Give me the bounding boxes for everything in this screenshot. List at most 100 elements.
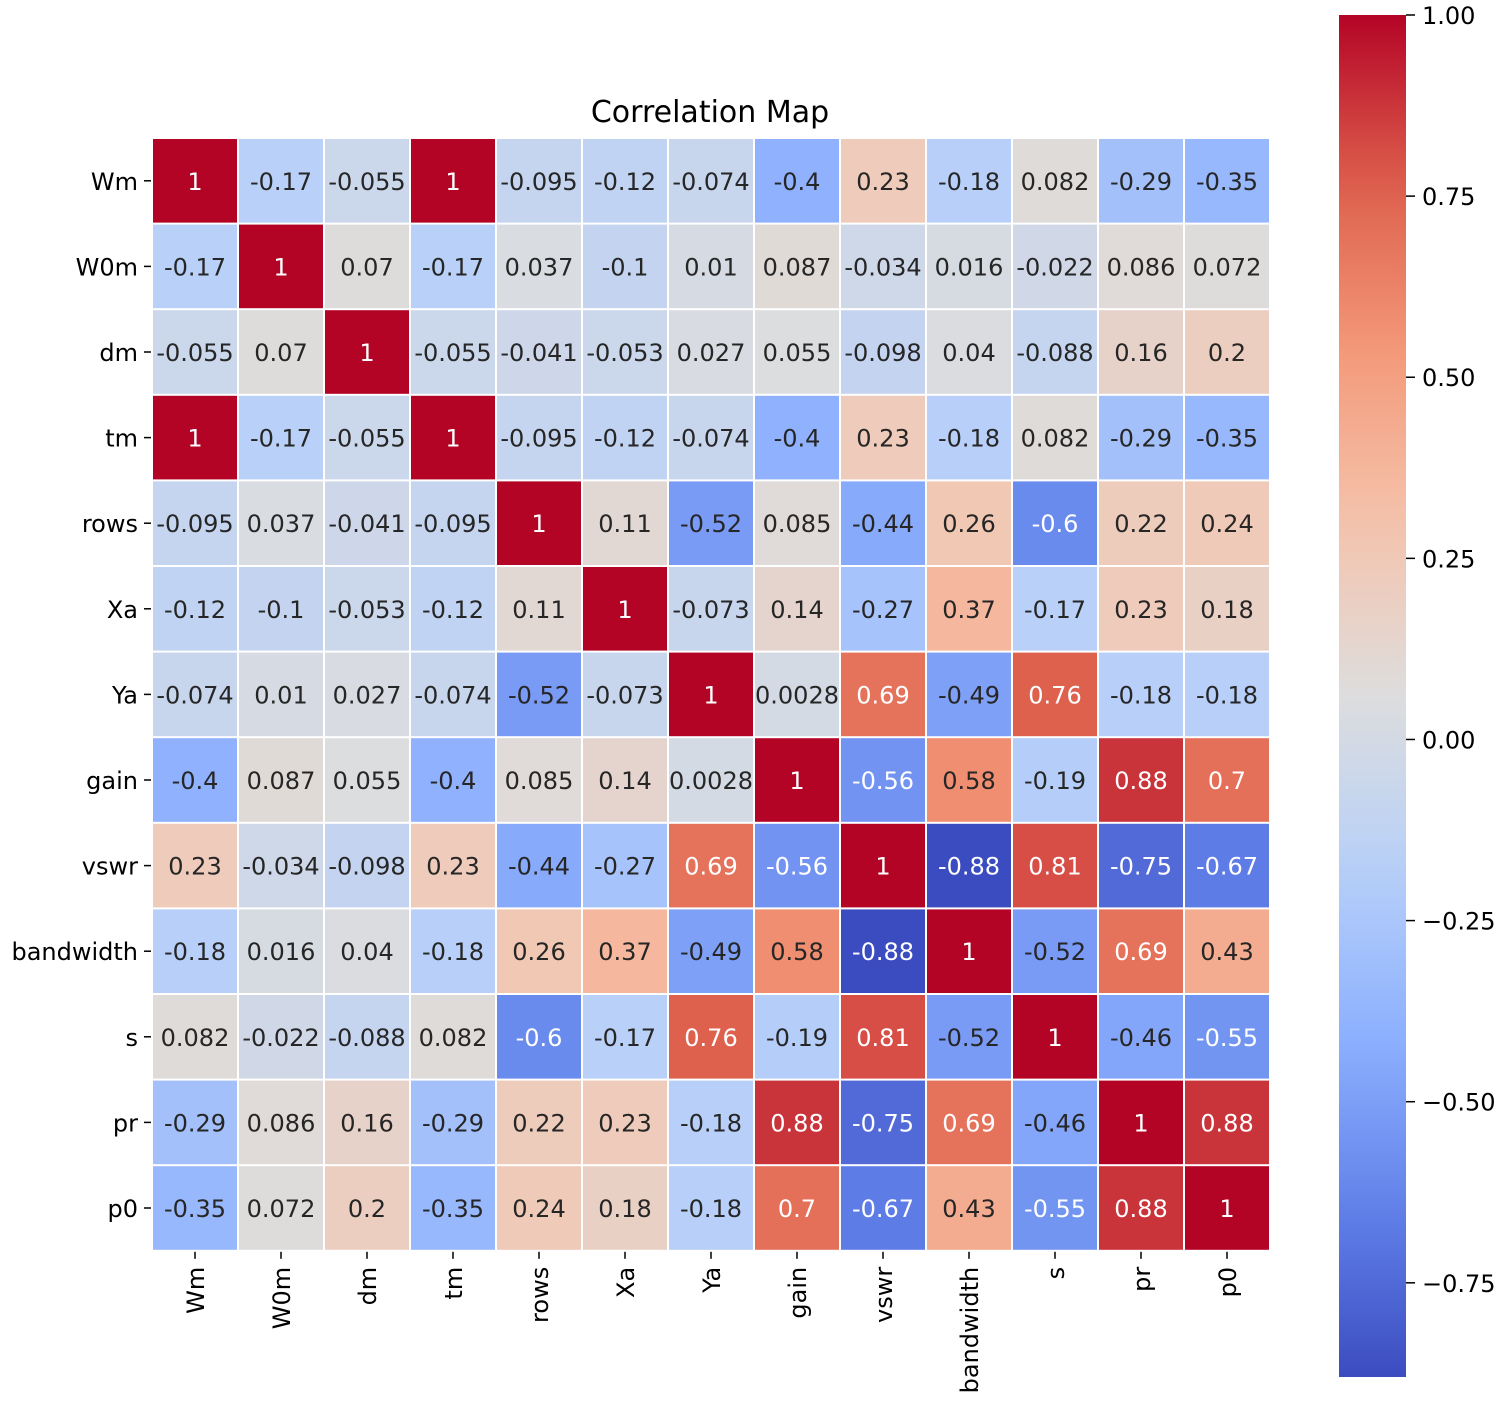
heatmap-cell (239, 738, 323, 822)
heatmap-cell (411, 224, 495, 309)
y-tick-label: p0 (107, 1195, 138, 1223)
heatmap-cell (239, 823, 323, 908)
cell-value-label: 1 (273, 253, 288, 281)
cell-value-label: 0.037 (505, 253, 574, 281)
heatmap-cell (1185, 310, 1269, 394)
heatmap-cell (1013, 738, 1097, 822)
cell-value-label: -0.46 (1024, 1109, 1086, 1137)
heatmap-cell (927, 310, 1011, 394)
heatmap-cell (1013, 481, 1097, 565)
cell-value-label: 0.18 (1200, 596, 1253, 624)
heatmap-cell (583, 995, 667, 1079)
y-tick-label: tm (105, 425, 138, 453)
cell-value-label: 0.69 (684, 853, 737, 881)
y-tick-label: Xa (107, 596, 138, 624)
heatmap-cell (841, 567, 925, 651)
cell-value-label: 0.2 (1208, 339, 1246, 367)
heatmap-cell (325, 395, 409, 480)
cell-value-label: 0.88 (1114, 1195, 1167, 1223)
heatmap-cell (497, 1166, 581, 1250)
heatmap-cell (1185, 1166, 1269, 1250)
cell-value-label: -0.1 (258, 596, 305, 624)
colorbar-tick-label: −0.25 (1422, 908, 1496, 936)
heatmap-cell (497, 481, 581, 565)
cell-value-label: 0.14 (770, 596, 823, 624)
cell-value-label: -0.75 (1110, 853, 1172, 881)
heatmap-cell (497, 823, 581, 908)
cell-value-label: -0.034 (242, 853, 319, 881)
heatmap-cell (755, 395, 839, 480)
cell-value-label: 0.087 (763, 253, 832, 281)
heatmap-cell (1099, 481, 1183, 565)
cell-value-label: -0.49 (938, 681, 1000, 709)
cell-value-label: 0.07 (340, 253, 393, 281)
heatmap-cell (325, 481, 409, 565)
cell-value-label: 0.81 (1028, 853, 1081, 881)
heatmap-cell (1099, 1080, 1183, 1165)
heatmap-cell (669, 652, 753, 737)
heatmap-cell (755, 481, 839, 565)
cell-value-label: -0.18 (1196, 681, 1258, 709)
heatmap-cell (497, 567, 581, 651)
heatmap-cell (239, 1080, 323, 1165)
y-tick-label: pr (113, 1109, 138, 1137)
heatmap-cell (411, 652, 495, 737)
cell-value-label: 1 (531, 510, 546, 538)
heatmap-cell (325, 909, 409, 993)
cell-value-label: -0.46 (1110, 1024, 1172, 1052)
heatmap-cell (153, 652, 237, 737)
cell-value-label: -0.18 (680, 1109, 742, 1137)
colorbar-tick-label: 0.00 (1422, 726, 1475, 754)
cell-value-label: -0.18 (1110, 681, 1172, 709)
heatmap-cell (583, 738, 667, 822)
cell-value-label: -0.088 (328, 1024, 405, 1052)
cell-value-label: -0.56 (766, 853, 828, 881)
heatmap-cell (153, 823, 237, 908)
heatmap-cell (325, 1080, 409, 1165)
heatmap-cell (497, 139, 581, 223)
cell-value-label: -0.88 (852, 938, 914, 966)
cell-value-label: -0.1 (602, 253, 649, 281)
x-tick-label: gain (784, 1267, 812, 1319)
heatmap-cell (1013, 224, 1097, 309)
cell-value-label: -0.095 (500, 168, 577, 196)
heatmap-cell (841, 652, 925, 737)
cell-value-label: 0.7 (778, 1195, 816, 1223)
heatmap-cell (325, 995, 409, 1079)
cell-value-label: -0.18 (422, 938, 484, 966)
heatmap-cell (583, 652, 667, 737)
cell-value-label: -0.095 (500, 425, 577, 453)
cell-value-label: 0.23 (856, 425, 909, 453)
heatmap-cell (153, 395, 237, 480)
heatmap-cell (325, 567, 409, 651)
cell-value-label: -0.18 (680, 1195, 742, 1223)
cell-value-label: 0.7 (1208, 767, 1246, 795)
heatmap-cell (1185, 395, 1269, 480)
heatmap-cell (1013, 310, 1097, 394)
heatmap-cell (841, 1166, 925, 1250)
cell-value-label: -0.041 (328, 510, 405, 538)
cell-value-label: 0.072 (1193, 253, 1262, 281)
cell-value-label: 0.43 (942, 1195, 995, 1223)
cell-value-label: 0.085 (505, 767, 574, 795)
cell-value-label: 1 (1047, 1024, 1062, 1052)
heatmap-cell (669, 481, 753, 565)
x-tick-label: p0 (1214, 1267, 1242, 1298)
heatmap-cell (497, 310, 581, 394)
heatmap-cell (1013, 823, 1097, 908)
cell-value-label: -0.034 (844, 253, 921, 281)
heatmap-cell (669, 1166, 753, 1250)
cell-value-label: 0.22 (1114, 510, 1167, 538)
heatmap-cell (669, 1080, 753, 1165)
cell-value-label: 0.76 (1028, 681, 1081, 709)
cell-value-label: 1 (445, 168, 460, 196)
cell-value-label: 0.07 (254, 339, 307, 367)
heatmap-cell (583, 567, 667, 651)
cell-value-label: -0.055 (414, 339, 491, 367)
x-tick-label: rows (526, 1267, 554, 1323)
x-tick-label: Wm (182, 1267, 210, 1314)
cell-value-label: -0.19 (1024, 767, 1086, 795)
heatmap-cell (411, 738, 495, 822)
heatmap-cell (497, 652, 581, 737)
cell-value-label: -0.55 (1024, 1195, 1086, 1223)
